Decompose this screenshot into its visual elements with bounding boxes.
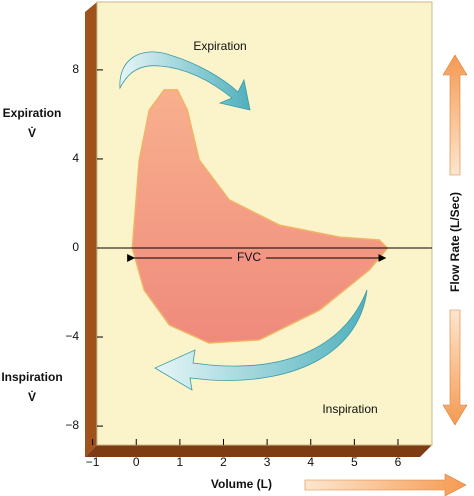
frame-bottom [85, 445, 432, 457]
expiration-arrow [119, 51, 251, 111]
x-tick-label: 0 [133, 455, 140, 469]
y-tick-label: −4 [65, 329, 79, 343]
x-tick-label: 5 [351, 455, 358, 469]
right-arrow [304, 473, 467, 496]
y-tick-label: 0 [72, 240, 79, 254]
y-tick-label: 8 [72, 62, 79, 76]
x-tick-label: 6 [395, 455, 402, 469]
flow-volume-loop [131, 89, 389, 344]
up-arrow [442, 54, 468, 176]
x-tick-label: 2 [220, 455, 227, 469]
x-tick-label: 4 [307, 455, 314, 469]
side-label: Inspiration [1, 370, 62, 384]
down-arrow [442, 309, 468, 426]
frame-side [85, 2, 97, 457]
fvc-label: FVC [237, 250, 261, 264]
fvc-label-bg [232, 250, 266, 265]
x-tick-label: 3 [264, 455, 271, 469]
y-tick-label: 4 [72, 151, 79, 165]
x-tick-label: 1 [177, 455, 184, 469]
side-label: Expiration [3, 106, 62, 120]
expiration-annotation: Expiration [193, 39, 246, 53]
inspiration-arrow [154, 289, 368, 391]
y-axis-label: Flow Rate (L/Sec) [448, 192, 462, 292]
side-symbol: V̇ [28, 389, 36, 404]
inspiration-annotation: Inspiration [322, 402, 377, 416]
x-tick-label: −1 [86, 455, 100, 469]
y-tick-label: −8 [65, 418, 79, 432]
side-symbol: V̇ [28, 125, 36, 140]
x-axis-label: Volume (L) [211, 477, 272, 491]
